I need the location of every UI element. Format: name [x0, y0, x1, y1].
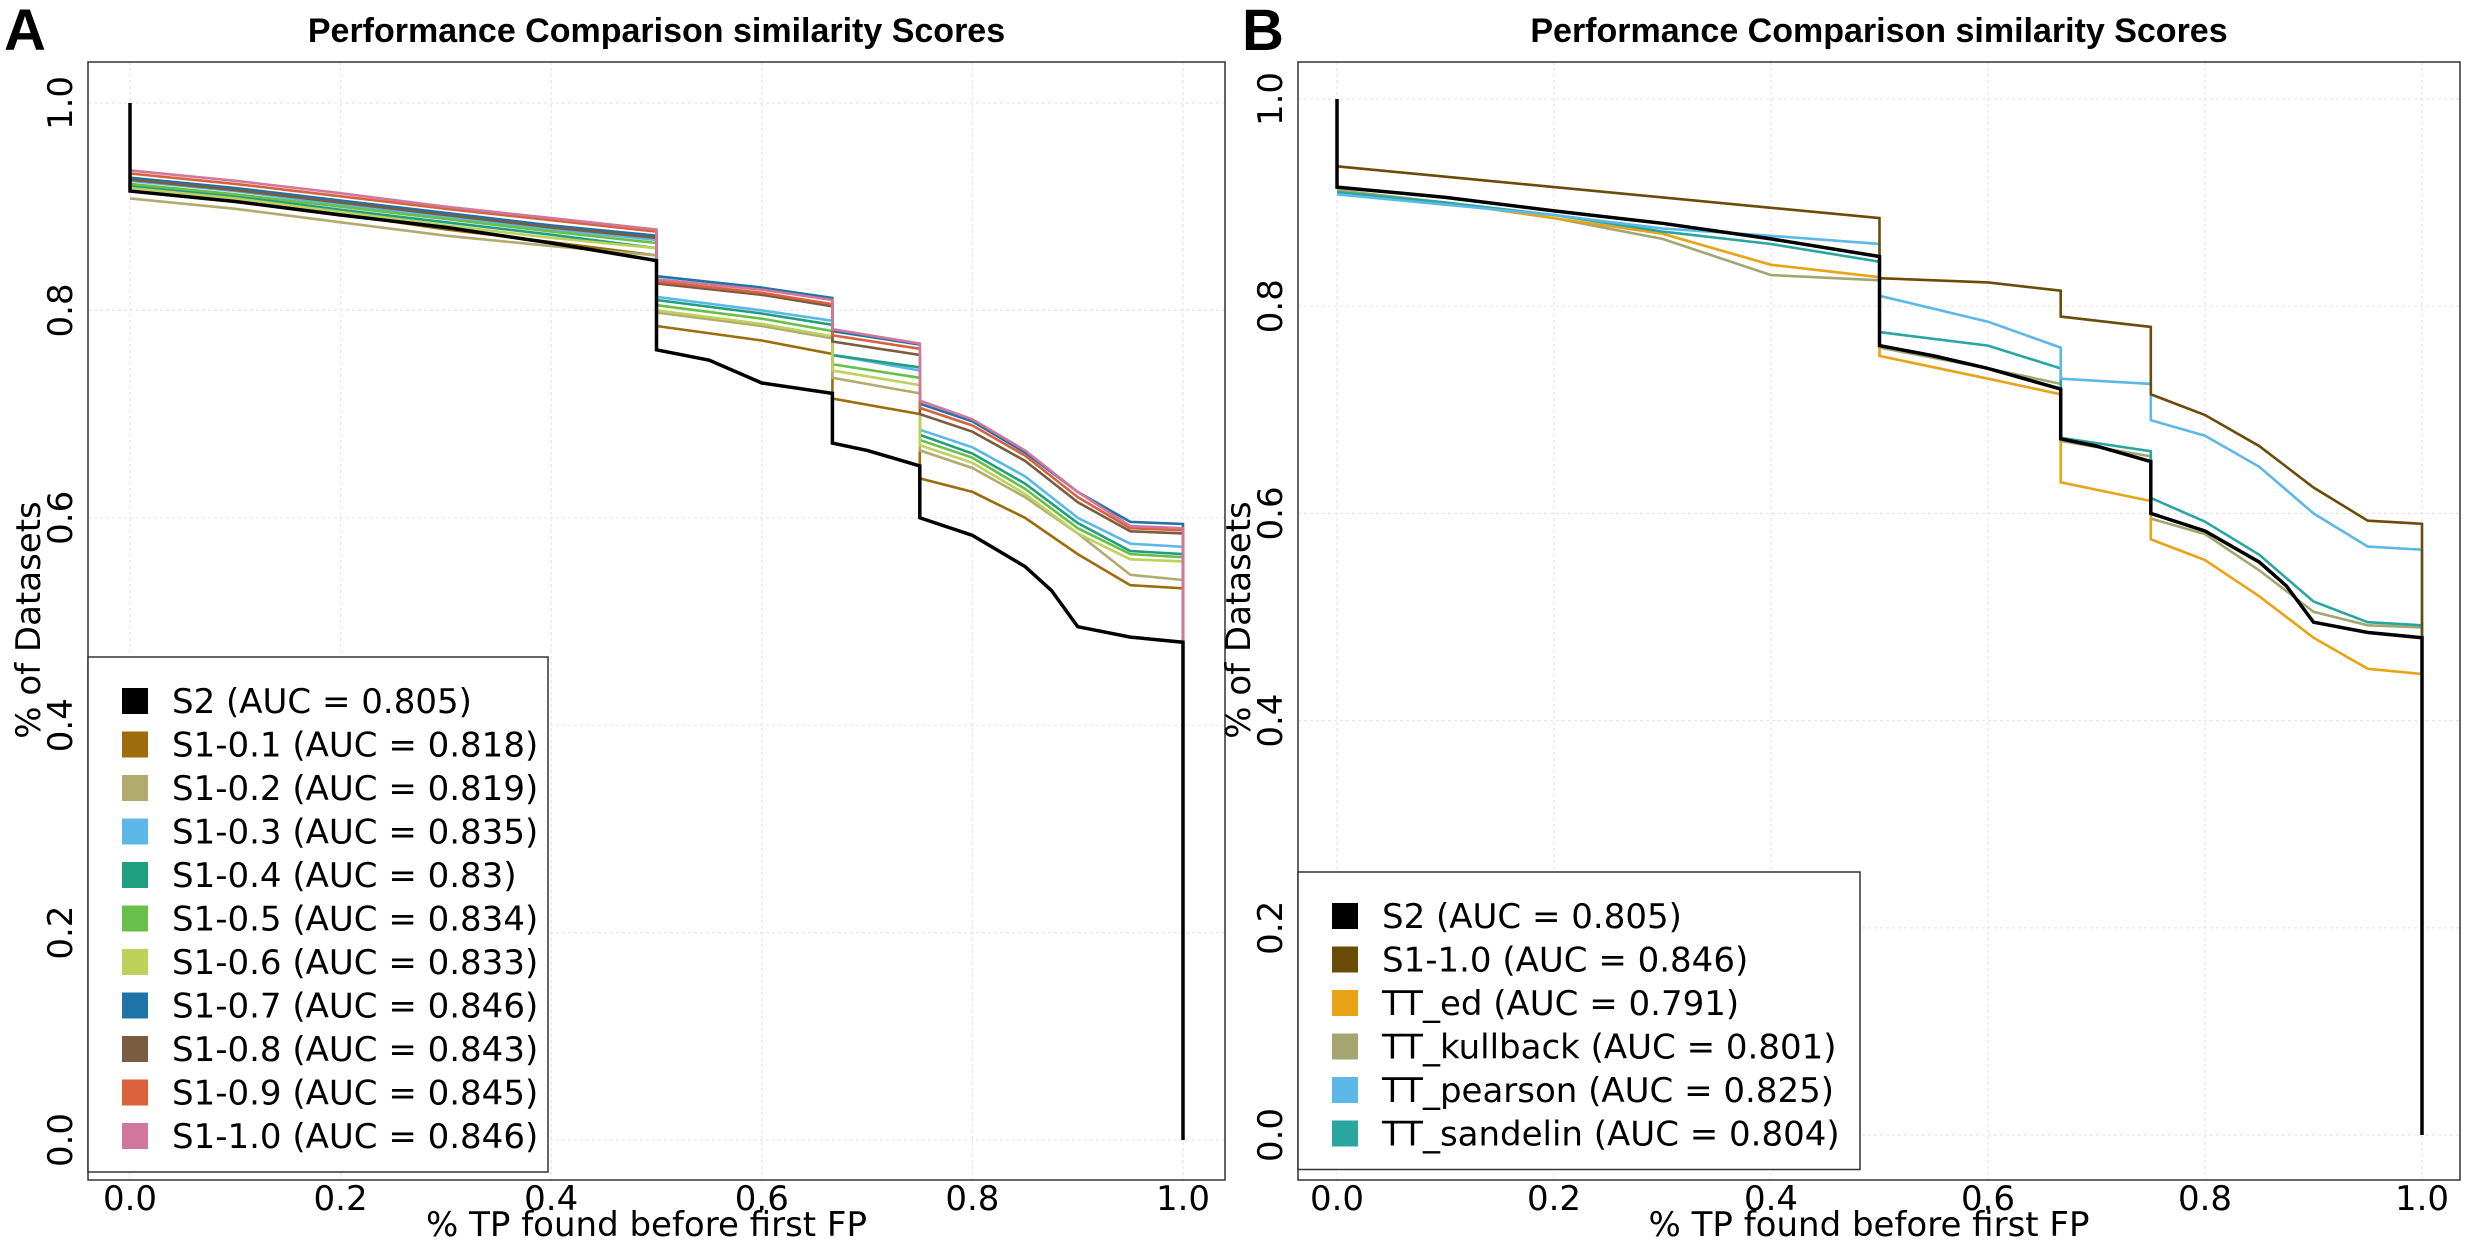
- legend-label: S1-0.1 (AUC = 0.818): [172, 726, 538, 766]
- x-tick-label: 0.6: [735, 1179, 789, 1219]
- y-tick-label: 0.2: [41, 906, 81, 960]
- legend-label: S2 (AUC = 0.805): [172, 682, 472, 722]
- panel-a: A Performance Comparison similarity Score…: [4, 0, 1226, 1240]
- legend-swatch: [122, 775, 148, 801]
- legend-swatch: [122, 1036, 148, 1062]
- y-tick-label: 0.0: [41, 1113, 81, 1167]
- legend-swatch: [1332, 903, 1358, 929]
- legend-label: S1-0.8 (AUC = 0.843): [172, 1030, 538, 1070]
- x-axis-label: % TP found before first FP: [1649, 1205, 2090, 1240]
- x-axis-label: % TP found before first FP: [426, 1205, 867, 1240]
- y-tick-label: 0.2: [1251, 901, 1291, 955]
- plot-frame: [1297, 61, 2461, 1181]
- x-tick-label: 0.4: [524, 1179, 578, 1219]
- x-tick-label: 0.8: [2178, 1179, 2232, 1219]
- legend-label: S1-0.7 (AUC = 0.846): [172, 987, 538, 1027]
- legend-label: S1-0.9 (AUC = 0.845): [172, 1074, 538, 1114]
- legend-label: S1-1.0 (AUC = 0.846): [172, 1117, 538, 1157]
- chart-b-svg: B Performance Comparison similarity Score…: [1219, 0, 2461, 1240]
- y-tick-label: 0.6: [41, 491, 81, 545]
- legend-swatch: [122, 1123, 148, 1149]
- legend-label: S2 (AUC = 0.805): [1382, 897, 1682, 937]
- legend-label: S1-0.5 (AUC = 0.834): [172, 900, 538, 940]
- legend-swatch: [122, 1079, 148, 1106]
- legend-label: S1-0.4 (AUC = 0.83): [172, 856, 517, 896]
- x-tick-label: 0.2: [314, 1179, 368, 1219]
- legend-swatch: [1332, 1077, 1358, 1103]
- legend-swatch: [122, 992, 148, 1019]
- x-tick-label: 0.2: [1527, 1179, 1581, 1219]
- series-line: [1335, 99, 2424, 1135]
- panel-label: A: [4, 0, 46, 63]
- legend-swatch: [1332, 1033, 1358, 1060]
- y-tick-label: 0.4: [1251, 694, 1291, 748]
- legend-swatch: [1332, 1120, 1358, 1147]
- legend-swatch: [122, 818, 148, 845]
- legend-label: TT_ed (AUC = 0.791): [1381, 984, 1739, 1024]
- legend-label: S1-0.2 (AUC = 0.819): [172, 769, 538, 809]
- x-tick-label: 0.6: [1961, 1179, 2015, 1219]
- x-tick-label: 1.0: [1156, 1179, 1210, 1219]
- x-tick-label: 0.4: [1744, 1179, 1798, 1219]
- chart-a-svg: A Performance Comparison similarity Score…: [4, 0, 1226, 1240]
- legend: [87, 656, 549, 1173]
- legend-label: S1-1.0 (AUC = 0.846): [1382, 941, 1748, 981]
- y-tick-label: 0.8: [1251, 279, 1291, 333]
- x-tick-label: 1.0: [2395, 1179, 2449, 1219]
- legend-swatch: [122, 905, 148, 932]
- legend-swatch: [1332, 990, 1358, 1016]
- legend: [1297, 871, 1861, 1171]
- legend-swatch: [122, 862, 148, 888]
- x-tick-label: 0.0: [1310, 1179, 1364, 1219]
- series-line: [1336, 193, 2424, 1135]
- y-tick-label: 1.0: [1251, 72, 1291, 126]
- panel-b: B Performance Comparison similarity Score…: [1219, 0, 2480, 1240]
- legend-swatch: [122, 688, 148, 714]
- legend-label: TT_pearson (AUC = 0.825): [1381, 1071, 1834, 1111]
- series-line: [1336, 165, 2424, 1135]
- legend-label: S1-0.6 (AUC = 0.833): [172, 943, 538, 983]
- y-tick-label: 0.4: [41, 698, 81, 752]
- series-line: [129, 186, 1185, 1140]
- y-axis-label: % of Datasets: [9, 501, 49, 739]
- series-line: [129, 169, 1185, 1140]
- y-tick-label: 0.6: [1251, 486, 1291, 540]
- panel-label: B: [1242, 0, 1284, 63]
- plot-frame: [87, 61, 1226, 1181]
- legend-swatch: [1332, 946, 1358, 973]
- legend-label: TT_kullback (AUC = 0.801): [1381, 1028, 1836, 1068]
- x-tick-label: 0.8: [945, 1179, 999, 1219]
- x-tick-label: 0.0: [103, 1179, 157, 1219]
- legend-label: S1-0.3 (AUC = 0.835): [172, 813, 538, 853]
- y-tick-label: 0.8: [41, 283, 81, 337]
- legend-swatch: [122, 949, 148, 975]
- y-tick-label: 1.0: [41, 76, 81, 130]
- series-line: [128, 103, 1185, 1140]
- y-tick-label: 0.0: [1251, 1108, 1291, 1162]
- legend-swatch: [122, 731, 148, 758]
- chart-title: Performance Comparison similarity Scores: [308, 12, 1005, 50]
- y-axis-label: % of Datasets: [1219, 501, 1259, 739]
- chart-title: Performance Comparison similarity Scores: [1530, 12, 2227, 50]
- legend-label: TT_sandelin (AUC = 0.804): [1381, 1115, 1840, 1155]
